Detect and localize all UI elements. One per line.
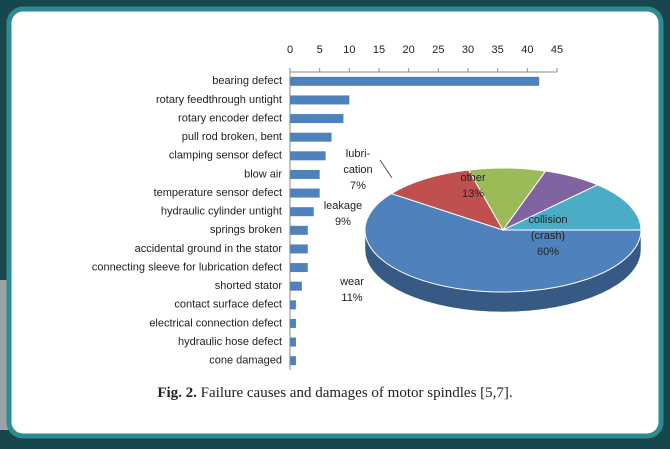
y-tick-label: pull rod broken, bent [182,131,282,143]
y-tick-label: temperature sensor defect [154,187,282,199]
x-tick-label: 40 [521,44,533,56]
x-tick-label: 15 [373,44,385,56]
y-tick-label: rotary encoder defect [178,112,282,124]
page: Fig. 2. Failure causes and damages of mo… [0,0,670,444]
x-tick-label: 10 [343,44,355,56]
bar [290,338,296,347]
bar [290,226,308,235]
slice-value: 9% [335,216,351,228]
caption-text: Failure causes and damages of motor spin… [201,385,513,401]
y-tick-label: springs broken [210,224,282,236]
slice-label: other [460,172,485,184]
x-tick-label: 30 [462,44,474,56]
x-tick-label: 25 [432,44,444,56]
y-tick-label: blow air [244,168,282,180]
slice-label: wear [339,276,364,288]
y-tick-label: electrical connection defect [149,317,282,329]
bar [290,356,296,365]
slice-value: 60% [537,246,559,258]
bar [290,114,343,123]
bar [290,244,308,253]
slice-value: 13% [462,188,484,200]
bar [290,77,539,86]
y-tick-label: accidental ground in the stator [135,243,283,255]
slice-value: 7% [350,180,366,192]
x-tick-label: 0 [287,44,293,56]
y-tick-label: bearing defect [212,75,282,87]
x-tick-label: 45 [551,44,563,56]
y-tick-label: connecting sleeve for lubrication defect [92,261,282,273]
bar [290,263,308,272]
y-tick-label: cone damaged [209,355,282,367]
bar [290,151,326,160]
bar [290,95,349,104]
y-tick-label: contact surface defect [174,299,282,311]
bar [290,207,314,216]
y-tick-label: hydraulic cylinder untight [161,206,282,218]
caption-label: Fig. 2. [157,385,197,401]
x-tick-label: 20 [403,44,415,56]
bar [290,300,296,309]
y-tick-label: hydraulic hose defect [178,336,282,348]
bar [290,319,296,328]
y-tick-label: rotary feedthrough untight [156,94,282,106]
bar [290,189,320,198]
y-tick-label: shorted stator [215,280,283,292]
slice-label: leakage [324,200,363,212]
bar [290,170,320,179]
x-tick-label: 35 [492,44,504,56]
chart: Fig. 2. Failure causes and damages of mo… [0,0,670,444]
bar [290,282,302,291]
y-tick-label: clamping sensor defect [169,150,282,162]
bar [290,133,332,142]
caption: Fig. 2. Failure causes and damages of mo… [157,385,512,401]
x-tick-label: 5 [317,44,323,56]
slice-value: 11% [341,292,362,304]
